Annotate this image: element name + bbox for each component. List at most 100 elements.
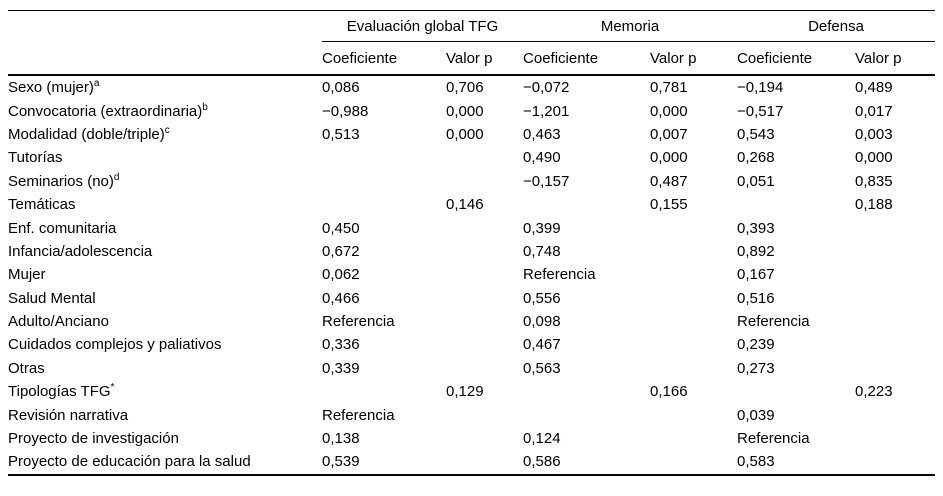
subheader-defensa-coeficiente: Coeficiente bbox=[737, 41, 856, 76]
cell-global-coeficiente: −0,988 bbox=[322, 102, 369, 120]
cell-defensa-valor-p: 0,188 bbox=[855, 196, 893, 214]
cell-memoria-coeficiente bbox=[523, 193, 650, 216]
cell-global-valor-p bbox=[446, 170, 523, 193]
cell-defensa-coeficiente: 0,039 bbox=[737, 406, 775, 424]
cell-global-valor-p bbox=[446, 240, 523, 263]
group-header-memoria: Memoria bbox=[523, 10, 738, 42]
cell-memoria-coeficiente: 0,467 bbox=[523, 336, 561, 354]
row-label-superscript: d bbox=[113, 171, 120, 183]
cell-global-coeficiente: 0,450 bbox=[322, 219, 360, 237]
cell-memoria-valor-p: 0,000 bbox=[650, 149, 688, 167]
cell-memoria-valor-p: 0,166 bbox=[650, 383, 688, 401]
row-label: Cuidados complejos y paliativos bbox=[8, 336, 222, 354]
table-row: Enf. comunitaria 0,450 0,399 0,393 bbox=[8, 216, 935, 239]
group-header-evaluacion-global-tfg: Evaluación global TFG bbox=[322, 10, 524, 42]
cell-memoria-valor-p: 0,007 bbox=[650, 125, 688, 143]
cell-global-valor-p bbox=[446, 146, 523, 169]
cell-global-valor-p bbox=[446, 287, 523, 310]
cell-memoria-coeficiente: −1,201 bbox=[523, 102, 570, 120]
row-label: Salud Mental bbox=[8, 289, 96, 307]
cell-defensa-valor-p bbox=[855, 240, 935, 263]
cell-defensa-valor-p bbox=[855, 357, 935, 380]
cell-global-coeficiente: Referencia bbox=[322, 313, 395, 331]
cell-global-coeficiente: 0,336 bbox=[322, 336, 360, 354]
cell-global-valor-p bbox=[446, 450, 523, 474]
cell-global-coeficiente: 0,539 bbox=[322, 453, 360, 471]
cell-memoria-valor-p: 0,000 bbox=[650, 102, 688, 120]
row-label: Revisión narrativa bbox=[8, 406, 129, 424]
row-label: Sexo (mujer)a bbox=[8, 78, 100, 97]
cell-defensa-coeficiente: −0,517 bbox=[737, 102, 784, 120]
cell-global-valor-p: 0,129 bbox=[446, 383, 484, 401]
table-row: Cuidados complejos y paliativos 0,336 0,46… bbox=[8, 333, 935, 356]
cell-memoria-valor-p bbox=[650, 263, 737, 286]
cell-memoria-coeficiente: 0,748 bbox=[523, 242, 561, 260]
group-header-defensa: Defensa bbox=[737, 10, 936, 42]
cell-memoria-valor-p bbox=[650, 450, 737, 474]
cell-defensa-valor-p: 0,000 bbox=[855, 149, 893, 167]
subheader-defensa-valor-p: Valor p bbox=[855, 41, 936, 76]
row-label: Temáticas bbox=[8, 196, 76, 214]
regression-results-table: Evaluación global TFG Memoria Defensa Co… bbox=[8, 10, 936, 476]
cell-memoria-valor-p: 0,781 bbox=[650, 79, 688, 97]
cell-memoria-coeficiente: 0,463 bbox=[523, 125, 561, 143]
cell-defensa-valor-p: 0,017 bbox=[855, 102, 893, 120]
cell-memoria-coeficiente bbox=[523, 403, 650, 426]
cell-defensa-coeficiente: 0,892 bbox=[737, 242, 775, 260]
cell-defensa-coeficiente: 0,268 bbox=[737, 149, 775, 167]
cell-memoria-coeficiente: 0,490 bbox=[523, 149, 561, 167]
table-row: Tipologías TFG* 0,129 0,166 0,223 bbox=[8, 380, 935, 403]
table-row: Infancia/adolescencia 0,672 0,748 0,892 bbox=[8, 240, 935, 263]
cell-global-coeficiente: 0,086 bbox=[322, 79, 360, 97]
cell-global-coeficiente bbox=[322, 193, 446, 216]
table-row: Mujer 0,062 Referencia 0,167 bbox=[8, 263, 935, 286]
cell-defensa-coeficiente: 0,239 bbox=[737, 336, 775, 354]
cell-memoria-coeficiente: 0,124 bbox=[523, 430, 561, 448]
cell-global-coeficiente bbox=[322, 380, 446, 403]
cell-defensa-valor-p: 0,223 bbox=[855, 383, 893, 401]
cell-global-coeficiente: Referencia bbox=[322, 406, 395, 424]
cell-memoria-valor-p bbox=[650, 427, 737, 450]
row-label: Convocatoria (extraordinaria)b bbox=[8, 101, 208, 120]
row-label: Modalidad (doble/triple)c bbox=[8, 124, 170, 143]
row-label-superscript: a bbox=[93, 78, 100, 90]
row-label: Enf. comunitaria bbox=[8, 219, 117, 237]
corner-subcell bbox=[8, 41, 322, 76]
table-row: Otras 0,339 0,563 0,273 bbox=[8, 357, 935, 380]
cell-global-valor-p: 0,706 bbox=[446, 79, 484, 97]
cell-memoria-valor-p bbox=[650, 310, 737, 333]
table-row: Tutorías 0,490 0,000 0,268 0,000 bbox=[8, 146, 935, 169]
cell-defensa-coeficiente: 0,167 bbox=[737, 266, 775, 284]
cell-defensa-coeficiente bbox=[737, 193, 855, 216]
cell-global-valor-p: 0,000 bbox=[446, 102, 484, 120]
cell-global-coeficiente: 0,466 bbox=[322, 289, 360, 307]
subheader-global-valor-p: Valor p bbox=[446, 41, 524, 76]
table-row: Modalidad (doble/triple)c 0,513 0,000 0,463… bbox=[8, 123, 935, 146]
row-label: Tutorías bbox=[8, 149, 63, 167]
cell-memoria-coeficiente: −0,157 bbox=[523, 172, 570, 190]
cell-global-coeficiente: 0,513 bbox=[322, 125, 360, 143]
table-row: Revisión narrativa Referencia 0,039 bbox=[8, 403, 935, 426]
group-header-row: Evaluación global TFG Memoria Defensa bbox=[8, 10, 936, 42]
cell-memoria-valor-p bbox=[650, 216, 737, 239]
cell-global-valor-p bbox=[446, 333, 523, 356]
cell-global-coeficiente: 0,339 bbox=[322, 359, 360, 377]
cell-defensa-coeficiente: −0,194 bbox=[737, 79, 784, 97]
cell-memoria-coeficiente: −0,072 bbox=[523, 79, 570, 97]
cell-memoria-coeficiente: 0,586 bbox=[523, 453, 561, 471]
table-row: Proyecto de educación para la salud 0,539… bbox=[8, 450, 935, 474]
cell-memoria-coeficiente: Referencia bbox=[523, 266, 596, 284]
cell-global-valor-p: 0,146 bbox=[446, 196, 484, 214]
cell-defensa-coeficiente: 0,273 bbox=[737, 359, 775, 377]
corner-cell bbox=[8, 11, 322, 42]
cell-defensa-coeficiente: 0,393 bbox=[737, 219, 775, 237]
cell-global-coeficiente bbox=[322, 146, 446, 169]
table-body: Sexo (mujer)a 0,086 0,706 −0,072 0,781 −0,194… bbox=[8, 75, 935, 475]
row-label: Seminarios (no)d bbox=[8, 171, 120, 190]
cell-global-valor-p bbox=[446, 403, 523, 426]
cell-memoria-coeficiente: 0,563 bbox=[523, 359, 561, 377]
cell-defensa-valor-p bbox=[855, 287, 935, 310]
cell-memoria-valor-p bbox=[650, 240, 737, 263]
table-row: Temáticas 0,146 0,155 0,188 bbox=[8, 193, 935, 216]
subheader-memoria-coeficiente: Coeficiente bbox=[523, 41, 651, 76]
